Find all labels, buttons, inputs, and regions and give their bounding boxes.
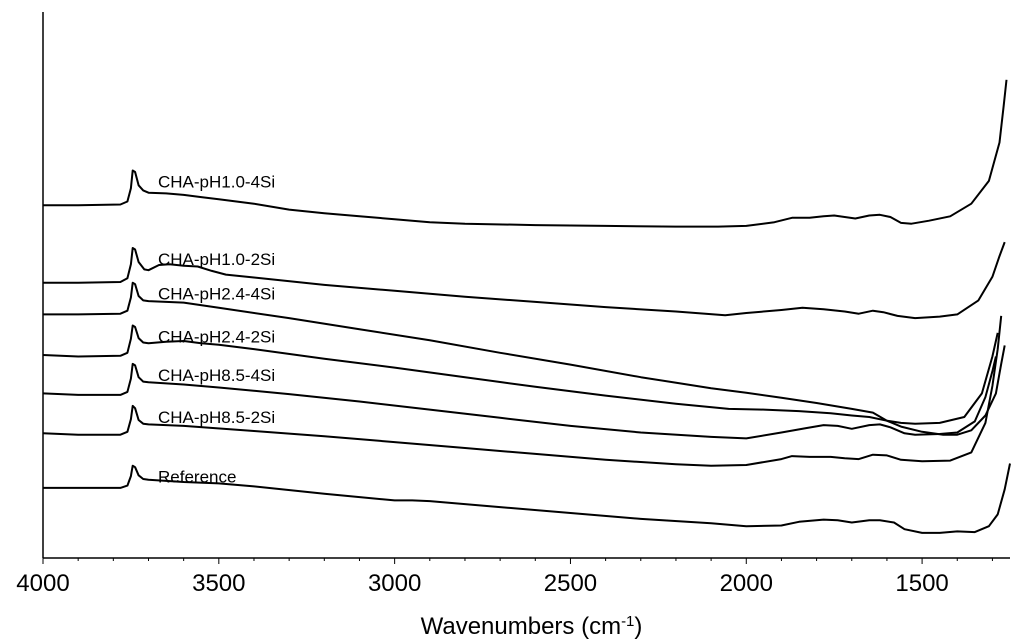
x-tick-label: 2500 — [544, 570, 597, 597]
x-tick-label: 1500 — [895, 570, 948, 597]
series-label-7: Reference — [158, 468, 236, 487]
series-labels-group: CHA-pH1.0-4Si CHA-pH1.0-2Si CHA-pH2.4-4Si C… — [158, 173, 275, 487]
x-axis-title-superscript: -1 — [621, 613, 634, 630]
series-line-3 — [43, 281, 1006, 436]
series-label-6: CHA-pH8.5-2Si — [158, 408, 275, 427]
series-label-1: CHA-pH1.0-4Si — [158, 173, 275, 192]
series-line-6 — [42, 315, 1003, 467]
series-label-2: CHA-pH1.0-2Si — [158, 250, 275, 269]
x-tick-label: 3500 — [192, 570, 245, 597]
series-line-7 — [43, 463, 1011, 534]
x-tick-label: 3000 — [368, 570, 421, 597]
series-line-5 — [42, 356, 997, 440]
series-line-2 — [43, 241, 1006, 320]
x-tick-label: 4000 — [16, 570, 69, 597]
series-line-1 — [43, 79, 1008, 228]
x-axis-title-text: Wavenumbers (cm — [421, 613, 621, 640]
x-tick-label: 2000 — [720, 570, 773, 597]
x-axis-title: Wavenumbers (cm-1) — [421, 613, 643, 641]
x-axis-title-suffix: ) — [634, 613, 642, 640]
series-line-4 — [42, 324, 999, 425]
x-ticks-group: 4000 3500 3000 2500 2000 1500 — [16, 558, 993, 597]
traces-group — [42, 79, 1011, 534]
series-label-3: CHA-pH2.4-4Si — [158, 285, 275, 304]
series-label-4: CHA-pH2.4-2Si — [158, 328, 275, 347]
series-label-5: CHA-pH8.5-4Si — [158, 366, 275, 385]
